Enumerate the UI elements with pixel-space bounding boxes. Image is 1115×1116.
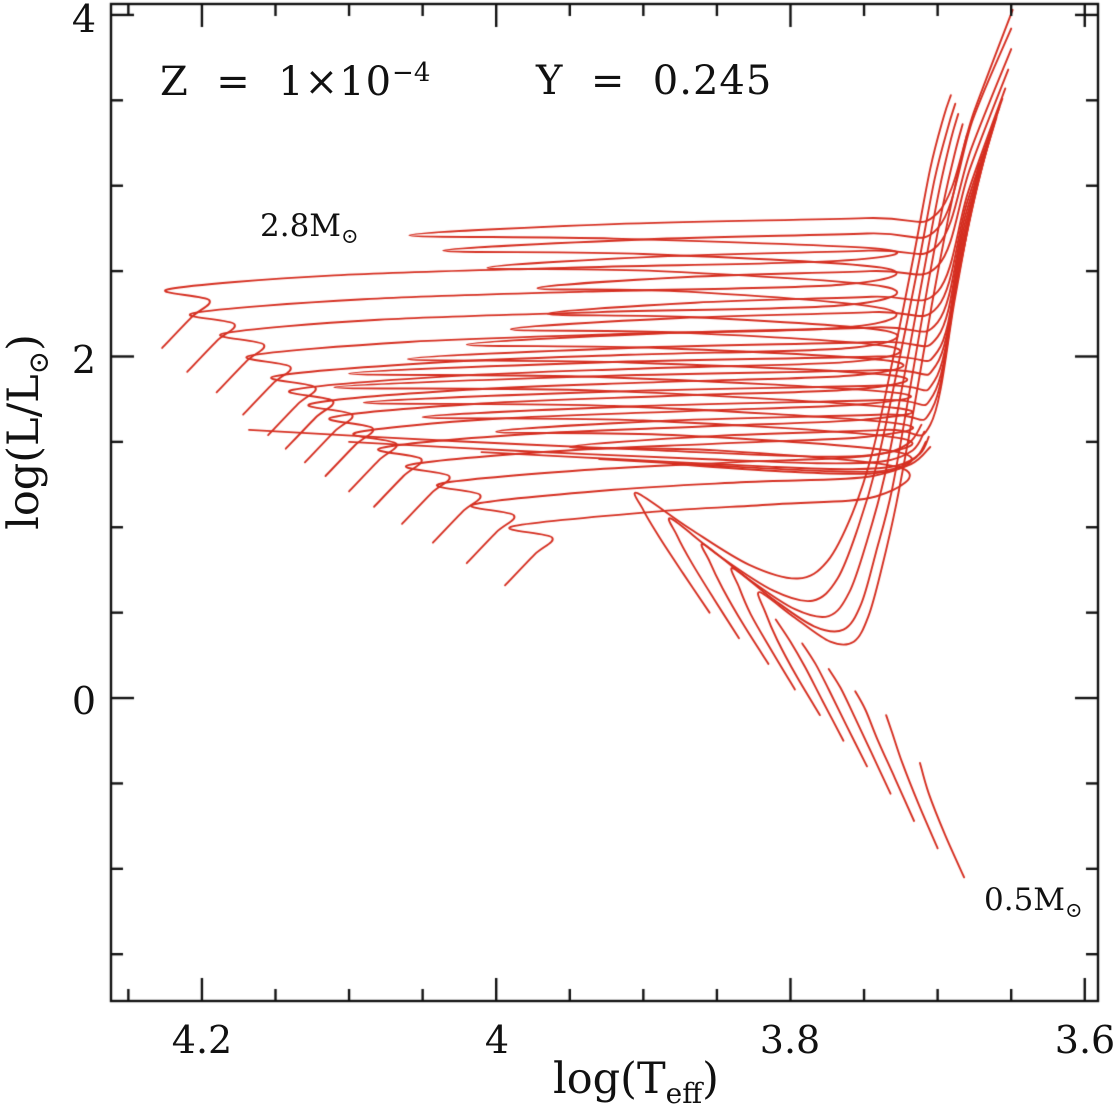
x-axis-title: log(Teff) (553, 1054, 719, 1110)
x-tick-label-3.6: 3.6 (1054, 1018, 1115, 1062)
x-tick-label-3.8: 3.8 (759, 1018, 821, 1062)
metallicity-exponent: −4 (392, 58, 431, 88)
y-axis-title: log(L/L⊙) (0, 334, 55, 530)
metallicity-annotation: Z = 1×10−4 (160, 58, 431, 105)
y-axis-title-sun-symbol: ⊙ (22, 350, 55, 375)
mass-label-0.5: 0.5M⊙ (984, 882, 1083, 922)
helium-annotation: Y = 0.245 (536, 58, 773, 104)
x-tick-label-4.2: 4.2 (171, 1018, 233, 1062)
mass-label-2.8-sun-symbol: ⊙ (341, 224, 359, 248)
x-tick-label-4: 4 (484, 1018, 510, 1062)
y-tick-label-2: 2 (71, 338, 96, 382)
mass-label-0.5-sun-symbol: ⊙ (1065, 898, 1083, 922)
y-tick-label-4: 4 (71, 0, 96, 41)
y-tick-label-0: 0 (71, 679, 96, 723)
x-axis-title-subscript: eff (665, 1077, 703, 1110)
mass-label-2.8: 2.8M⊙ (260, 208, 359, 248)
